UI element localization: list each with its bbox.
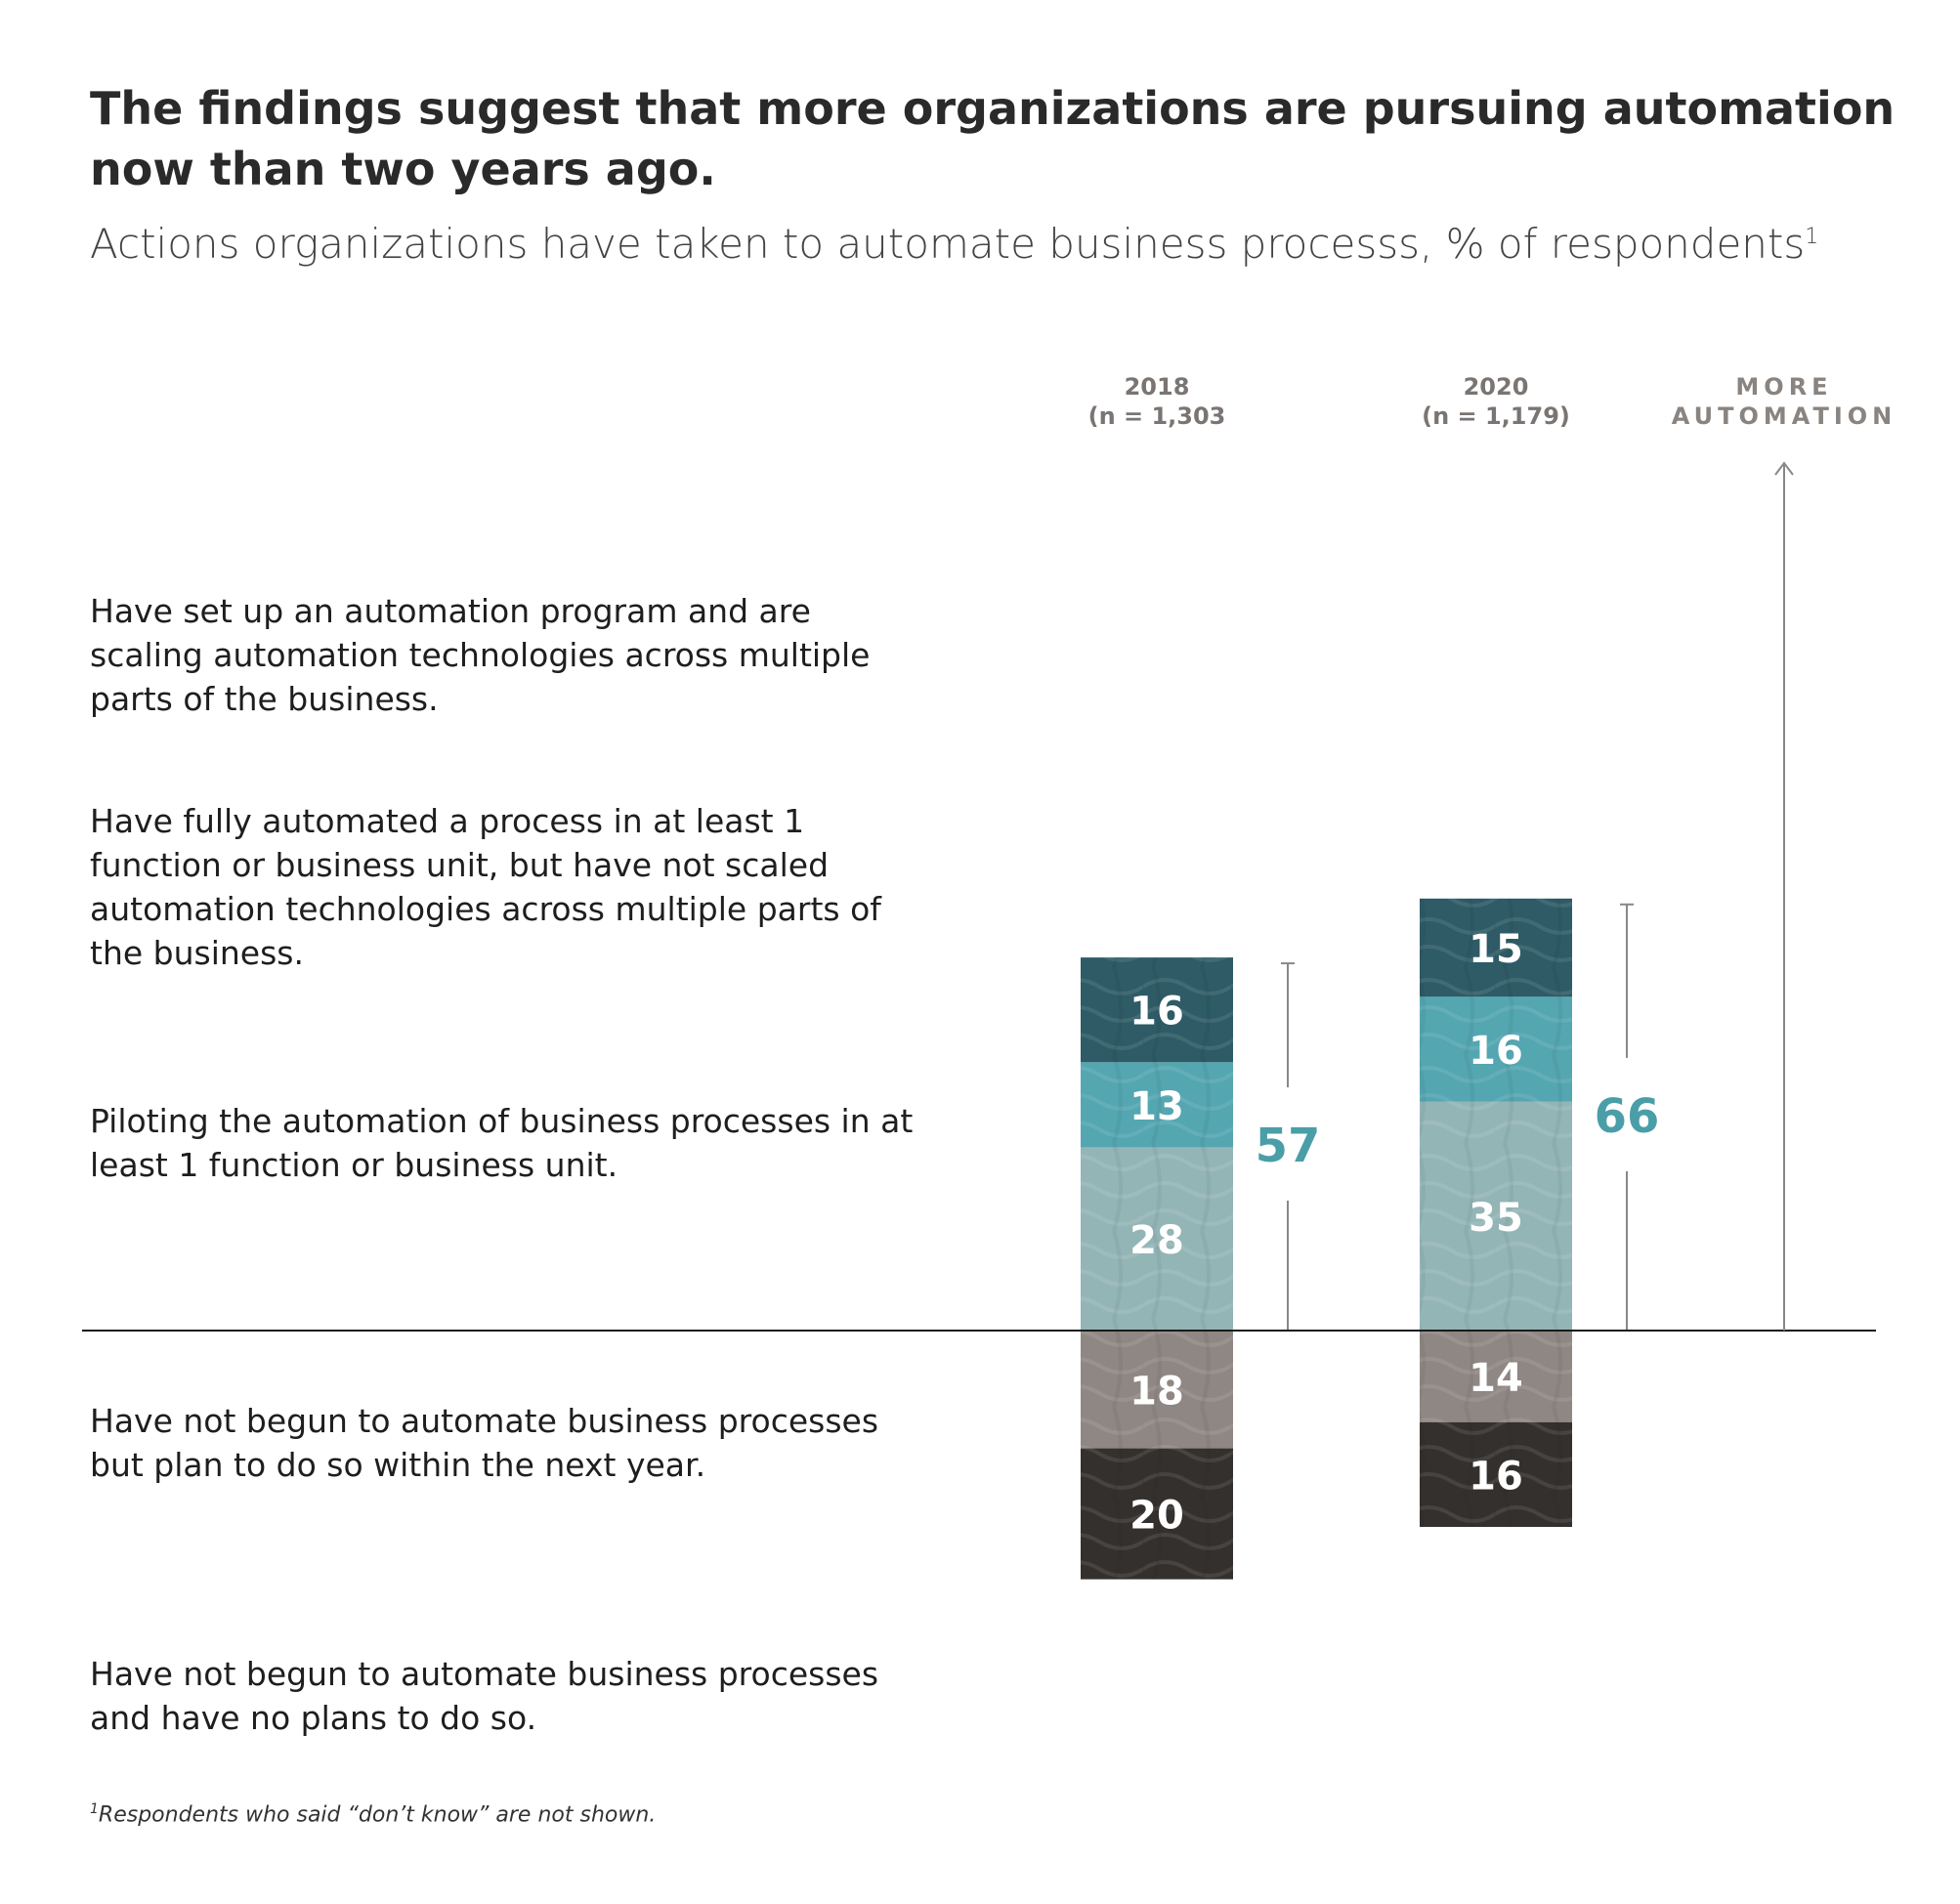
subtitle-text: Actions organizations have taken to auto… (90, 220, 1806, 268)
value-label-2020-4: 16 (1469, 1454, 1523, 1499)
value-label-2018-0: 16 (1129, 990, 1184, 1035)
bar-texture-2018-4 (1081, 1448, 1233, 1580)
subtitle-footnote-marker: 1 (1805, 225, 1819, 249)
value-label-2020-2: 35 (1469, 1196, 1523, 1241)
category-label-2020: 2020 (1464, 373, 1529, 401)
total-label-2018: 57 (1256, 1119, 1321, 1173)
value-label-2020-0: 15 (1469, 927, 1523, 972)
chart-title: The findings suggest that more organizat… (90, 82, 1896, 195)
row-label-no-plans: Have not begun to automate business proc… (90, 1655, 879, 1737)
value-label-2018-3: 18 (1129, 1369, 1184, 1414)
category-sublabel-2018: (n = 1,303 (1088, 402, 1226, 430)
value-label-2018-4: 20 (1129, 1494, 1184, 1539)
row-label-piloting: Piloting the automation of business proc… (90, 1102, 914, 1184)
bar-texture-2020-4 (1420, 1421, 1572, 1527)
value-label-2018-1: 13 (1129, 1084, 1184, 1129)
footnote-marker: 1 (90, 1801, 99, 1817)
bar-texture-2018-1 (1081, 1062, 1233, 1148)
value-label-2020-3: 14 (1469, 1356, 1523, 1401)
arrow-label-line2: AUTOMATION (1672, 402, 1896, 430)
value-label-2018-2: 28 (1129, 1218, 1184, 1263)
row-label-plan-next-year: Have not begun to automate business proc… (90, 1402, 879, 1484)
bar-texture-2018-0 (1081, 957, 1233, 1063)
footnote-text: Respondents who said “don’t know” are no… (98, 1802, 657, 1828)
row-label-fully-automated: Have fully automated a process in at lea… (90, 802, 881, 972)
bar-texture-2018-3 (1081, 1331, 1233, 1449)
chart-subtitle: Actions organizations have taken to auto… (90, 217, 1927, 272)
value-label-2020-1: 16 (1469, 1029, 1523, 1074)
arrow-label-line1: MORE (1735, 373, 1832, 401)
bar-texture-2018-2 (1081, 1147, 1233, 1331)
bar-texture-2020-0 (1420, 898, 1572, 997)
category-sublabel-2020: (n = 1,179) (1422, 402, 1570, 430)
footnote: 1Respondents who said “don’t know” are n… (90, 1801, 656, 1827)
bar-texture-2020-2 (1420, 1101, 1572, 1331)
bar-texture-2020-3 (1420, 1331, 1572, 1422)
total-label-2020: 66 (1595, 1089, 1660, 1144)
bar-texture-2020-1 (1420, 996, 1572, 1102)
category-label-2018: 2018 (1125, 373, 1190, 401)
more-automation-arrowhead (1774, 461, 1794, 476)
row-label-scaling: Have set up an automation program and ar… (90, 592, 871, 718)
